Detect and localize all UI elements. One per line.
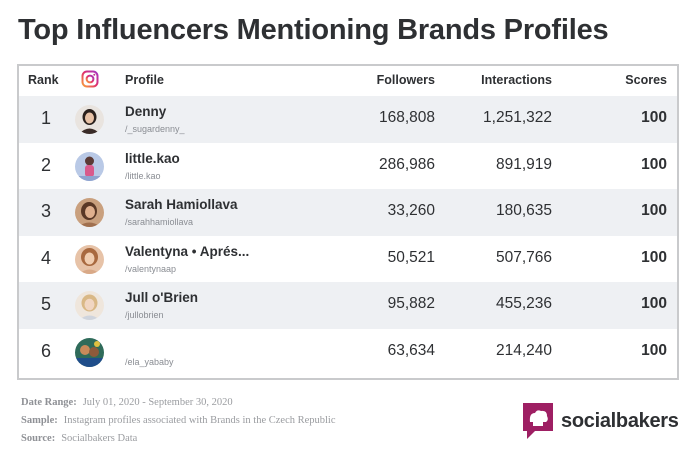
profile-name[interactable]: Sarah Hamiollava xyxy=(125,197,238,212)
influencer-table: Rank Profile Followers Interactions Scor… xyxy=(17,64,679,380)
profile-handle: /ela_yababy xyxy=(125,356,174,367)
interactions-cell: 891,919 xyxy=(495,155,552,173)
rank-cell: 4 xyxy=(41,247,52,268)
table-row[interactable]: 2 little.kao /little.kao 286,986 891,919… xyxy=(19,142,677,189)
date-range-label: Date Range: xyxy=(21,397,77,408)
sample-note: Sample: Instagram profiles associated wit… xyxy=(21,415,336,426)
followers-cell: 63,634 xyxy=(387,341,435,359)
rank-cell: 3 xyxy=(41,201,52,221)
interactions-cell: 180,635 xyxy=(495,202,552,219)
profile-name[interactable]: Valentyna • Aprés... xyxy=(125,243,250,259)
sample-label: Sample: xyxy=(21,415,58,426)
column-header-profile[interactable]: Profile xyxy=(125,73,164,87)
column-header-scores[interactable]: Scores xyxy=(625,73,667,87)
score-cell: 100 xyxy=(641,109,667,126)
avatar[interactable] xyxy=(75,337,104,367)
source-note: Source: Socialbakers Data xyxy=(21,433,137,444)
followers-cell: 168,808 xyxy=(378,109,435,126)
table-header: Rank Profile Followers Interactions Scor… xyxy=(19,66,677,96)
table-row[interactable]: 1 Denny /_sugardenny_ 168,808 1,251,322 … xyxy=(19,96,677,143)
avatar[interactable] xyxy=(75,291,104,320)
table-row[interactable]: 4 Valentyna • Aprés... /valentynaap 50,5… xyxy=(19,235,677,282)
followers-cell: 50,521 xyxy=(387,248,435,266)
profile-name[interactable]: Jull o'Brien xyxy=(125,290,198,305)
profile-handle: /_sugardenny_ xyxy=(125,124,185,134)
score-cell: 100 xyxy=(641,295,667,312)
followers-cell: 33,260 xyxy=(387,202,435,219)
source-value: Socialbakers Data xyxy=(61,433,138,444)
column-header-rank[interactable]: Rank xyxy=(28,73,59,87)
date-range-note: Date Range: July 01, 2020 - September 30,… xyxy=(21,397,233,408)
rank-cell: 5 xyxy=(41,294,52,314)
score-cell: 100 xyxy=(641,202,667,219)
rank-cell: 6 xyxy=(41,340,52,361)
profile-handle: /little.kao xyxy=(125,170,161,181)
followers-cell: 95,882 xyxy=(387,295,435,312)
interactions-cell: 214,240 xyxy=(495,341,552,359)
table-row[interactable]: 3 Sarah Hamiollava /sarahhamiollava 33,2… xyxy=(19,189,677,236)
column-header-followers[interactable]: Followers xyxy=(376,73,435,87)
score-cell: 100 xyxy=(641,341,667,359)
profile-handle: /valentynaap xyxy=(125,263,177,274)
score-cell: 100 xyxy=(641,155,667,173)
rank-cell: 2 xyxy=(41,154,52,175)
table-row[interactable]: 5 Jull o'Brien /jullobrien 95,882 455,23… xyxy=(19,282,677,329)
profile-handle: /sarahhamiollava xyxy=(125,217,194,227)
score-cell: 100 xyxy=(641,248,667,266)
page-title: Top Influencers Mentioning Brands Profil… xyxy=(18,14,609,46)
column-header-interactions[interactable]: Interactions xyxy=(481,73,552,87)
profile-name[interactable]: little.kao xyxy=(125,150,180,166)
interactions-cell: 455,236 xyxy=(495,295,552,312)
date-range-value: July 01, 2020 - September 30, 2020 xyxy=(82,397,233,408)
avatar[interactable] xyxy=(75,244,104,274)
profile-handle: /jullobrien xyxy=(125,310,164,320)
rank-cell: 1 xyxy=(41,108,52,128)
instagram-icon xyxy=(81,70,99,88)
avatar[interactable] xyxy=(75,198,104,227)
avatar[interactable] xyxy=(75,151,104,181)
followers-cell: 286,986 xyxy=(378,155,435,173)
interactions-cell: 1,251,322 xyxy=(483,109,552,126)
brand-logo: socialbakers xyxy=(521,401,679,441)
sample-value: Instagram profiles associated with Brand… xyxy=(63,415,336,426)
brand-name: socialbakers xyxy=(561,409,679,432)
socialbakers-logo-icon xyxy=(521,401,555,441)
avatar[interactable] xyxy=(75,105,104,134)
source-label: Source: xyxy=(21,433,56,444)
table-row[interactable]: 6 /ela_yababy 63,634 214,240 100 xyxy=(19,328,677,375)
profile-name[interactable]: Denny xyxy=(125,104,167,119)
interactions-cell: 507,766 xyxy=(495,248,552,266)
